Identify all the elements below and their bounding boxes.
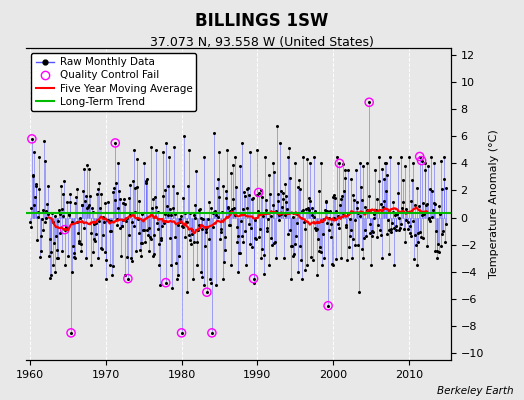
Point (178, 330, 186, 336)
Point (324, 302, 332, 309)
Point (161, 280, 170, 286)
Point (335, 160, 344, 166)
Text: BILLINGS 1SW: BILLINGS 1SW (195, 12, 329, 30)
Point (418, 157, 426, 164)
Point (67, 330, 75, 336)
Point (61, 226, 69, 233)
Point (249, 276, 258, 282)
Text: Berkeley Earth: Berkeley Earth (437, 386, 514, 396)
Point (208, 330, 216, 336)
Point (203, 289, 211, 295)
Point (416, 153, 424, 160)
Legend: Raw Monthly Data, Quality Control Fail, Five Year Moving Average, Long-Term Tren: Raw Monthly Data, Quality Control Fail, … (31, 53, 196, 111)
Point (365, 99, 374, 106)
Point (28, 136, 36, 142)
Text: 37.073 N, 93.558 W (United States): 37.073 N, 93.558 W (United States) (150, 36, 374, 49)
Y-axis label: Temperature Anomaly (°C): Temperature Anomaly (°C) (489, 130, 499, 278)
Point (124, 276, 132, 282)
Point (111, 140, 119, 146)
Point (255, 189, 263, 196)
